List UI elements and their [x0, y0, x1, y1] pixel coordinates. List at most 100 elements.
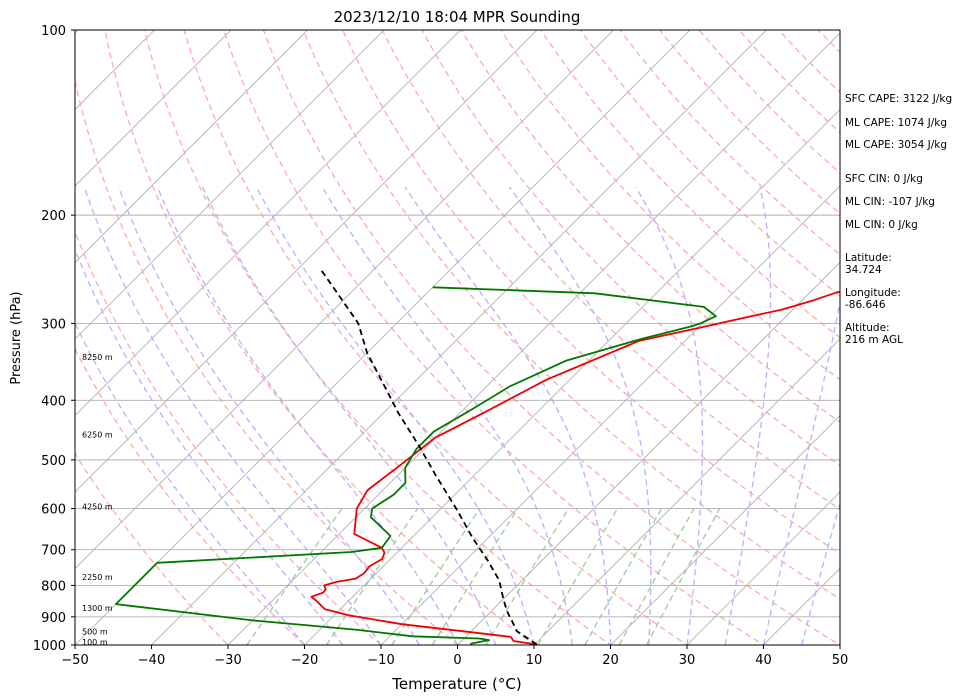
height-label: 1300 m [82, 604, 113, 613]
isotherm-line [456, 261, 840, 645]
moist-adiabat-line [255, 186, 535, 645]
dry-adiabat-line [421, 30, 840, 467]
height-labels: 100 m 500 m 1300 m 2250 m 4250 m 6250 m 8250 m [82, 353, 113, 647]
isotherm-line [75, 30, 462, 417]
dry-adiabat-line [143, 30, 612, 645]
dry-adiabat-line [183, 30, 689, 645]
x-tick-label: −40 [138, 653, 165, 668]
isotherm-line [75, 30, 691, 645]
dry-adiabat-line [381, 30, 840, 510]
sfc-cin-label: SFC CIN: 0 J/kg [845, 173, 923, 185]
ml-cin-label-2: ML CIN: 0 J/kg [845, 219, 918, 231]
isotherm-line [609, 414, 840, 645]
height-label: 500 m [82, 627, 108, 636]
height-label: 100 m [82, 638, 108, 647]
mixing-ratio-line [431, 508, 519, 645]
ml-cin-label-1: ML CIN: -107 J/kg [845, 196, 935, 208]
x-axis-label: Temperature (°C) [391, 675, 521, 693]
dry-adiabat-line [75, 347, 306, 645]
y-tick-label: 800 [41, 579, 66, 594]
moist-adiabat-line [635, 186, 704, 645]
x-tick-label: 40 [755, 653, 772, 668]
moist-adiabat-line [83, 186, 382, 645]
isotherm-line [75, 30, 156, 111]
dry-adiabat-line [104, 30, 536, 645]
dry-adiabat-line [302, 30, 840, 600]
y-tick-label: 600 [41, 503, 66, 518]
height-label: 4250 m [82, 502, 113, 511]
x-tick-label: −10 [367, 653, 394, 668]
dry-adiabat-line [75, 452, 229, 645]
x-tick-label: 50 [832, 653, 849, 668]
latitude-label: Latitude: 34.724 [845, 252, 892, 276]
dry-adiabat-line [460, 30, 840, 424]
x-axis: −50 −40 −30 −20 −10 0 10 20 30 40 50 [61, 645, 848, 668]
pressure-gridlines [75, 29, 840, 646]
isotherm-line [686, 491, 840, 645]
mixing-ratio-line [537, 508, 619, 645]
height-label: 2250 m [82, 573, 113, 582]
sfc-cape-label: SFC CAPE: 3122 J/kg [845, 93, 953, 105]
moist-adiabat-line [508, 186, 652, 645]
moist-adiabat-line [404, 186, 612, 645]
dry-adiabat-line [342, 30, 840, 555]
isotherm-line [75, 30, 538, 493]
isotherm-line [227, 32, 840, 645]
height-label: 8250 m [82, 353, 113, 362]
moist-adiabat-line [156, 186, 459, 645]
dry-adiabat-line [75, 78, 459, 645]
y-tick-label: 700 [41, 544, 66, 559]
isotherm-line [75, 30, 232, 187]
x-tick-label: 30 [679, 653, 696, 668]
temperature-line [310, 290, 840, 645]
moist-adiabat-line [75, 321, 305, 645]
mixing-ratio-line [485, 508, 570, 645]
isotherm-line [533, 338, 840, 645]
mixing-ratio-line [646, 508, 721, 645]
moist-adiabat-line [321, 186, 573, 645]
moist-adiabat-line [762, 298, 840, 645]
isotherm-line [150, 30, 768, 645]
y-axis-label: Pressure (hPa) [9, 291, 24, 384]
mixing-ratio-line [584, 508, 663, 645]
isotherm-line [903, 16, 968, 658]
moist-adiabat-line [202, 186, 497, 645]
x-tick-label: −50 [61, 653, 88, 668]
dry-adiabat-line [500, 30, 840, 381]
y-axis: 100 200 300 400 500 600 700 800 900 1000 [33, 24, 75, 654]
y-tick-label: 400 [41, 394, 66, 409]
sounding-series [115, 268, 840, 645]
ml-cape-label-1: ML CAPE: 1074 J/kg [845, 117, 948, 129]
isotherm-line [75, 30, 615, 570]
dry-adiabat-line [262, 30, 840, 645]
chart-title: 2023/12/10 18:04 MPR Sounding [334, 8, 581, 26]
x-tick-label: −30 [214, 653, 241, 668]
dry-adiabat-line [223, 30, 765, 645]
moist-adiabat-line [724, 186, 772, 645]
isotherm-line [303, 108, 840, 645]
x-tick-label: 20 [602, 653, 619, 668]
moist-adiabat-line [118, 186, 420, 645]
dry-adiabat-line [75, 229, 382, 645]
y-tick-label: 900 [41, 611, 66, 626]
x-tick-label: 10 [526, 653, 543, 668]
altitude-label: Altitude: 216 m AGL [845, 322, 903, 346]
x-tick-label: 0 [453, 653, 461, 668]
isotherm-line [75, 30, 385, 340]
isotherm-line [75, 30, 309, 264]
y-tick-label: 300 [41, 317, 66, 332]
y-tick-label: 500 [41, 454, 66, 469]
height-label: 6250 m [82, 431, 113, 440]
background-lines [75, 16, 968, 658]
longitude-label: Longitude: -86.646 [845, 287, 901, 311]
mixing-ratio-line [618, 508, 695, 645]
x-tick-label: −20 [291, 653, 318, 668]
plot-frame [74, 29, 841, 646]
parcel-line [319, 268, 538, 645]
moist-adiabat-line [801, 501, 840, 645]
ml-cape-label-2: ML CAPE: 3054 J/kg [845, 139, 948, 151]
y-tick-label: 1000 [33, 639, 66, 654]
isotherm-line [380, 185, 840, 645]
y-tick-label: 100 [41, 24, 66, 39]
